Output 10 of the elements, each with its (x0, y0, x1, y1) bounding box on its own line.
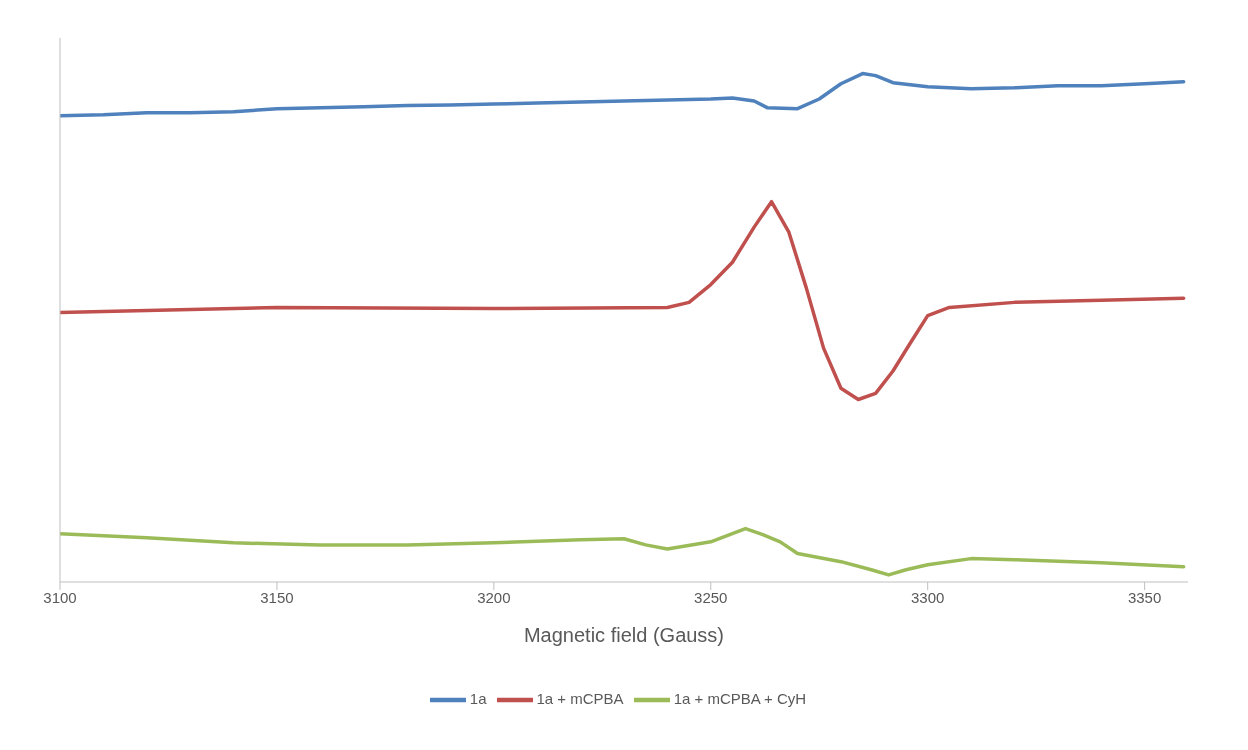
legend-label: 1a + mCPBA (536, 689, 624, 707)
x-tick-label: 3250 (694, 588, 728, 606)
x-tick-label: 3100 (43, 588, 77, 606)
x-tick-label: 3300 (911, 588, 945, 606)
x-tick-label: 3150 (260, 588, 294, 606)
legend-label: 1a (469, 689, 487, 707)
legend-label: 1a + mCPBA + CyH (673, 689, 807, 707)
x-tick-label: 3200 (477, 588, 511, 606)
x-tick-label: 3350 (1127, 588, 1162, 606)
x-axis-title: Magnetic field (Gauss) (523, 624, 725, 646)
